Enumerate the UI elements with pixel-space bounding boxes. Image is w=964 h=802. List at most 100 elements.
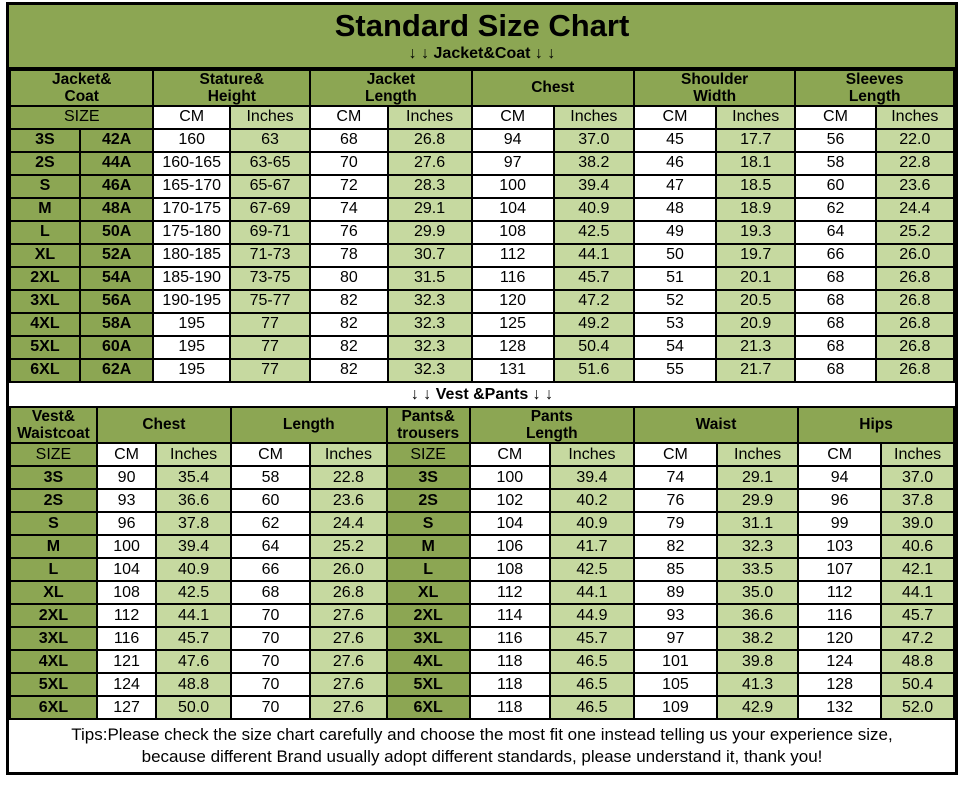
size-label: 3S <box>9 127 81 153</box>
table-row: M 100 39.4 64 25.2 M 106 41.7 82 32.3 103 40.6 <box>9 533 955 559</box>
measurement-value: 121 <box>95 648 158 674</box>
measurement-value: 20.9 <box>715 311 797 337</box>
column-group-header: Hips <box>797 405 955 444</box>
measurement-value: 63-65 <box>228 150 312 176</box>
measurement-value: 108 <box>95 579 158 605</box>
table-row: S 46A 165-170 65-67 72 28.3 100 39.4 47 18.5 60 23.… <box>9 173 956 199</box>
measurement-value: 19.7 <box>715 242 797 268</box>
measurement-value: 38.2 <box>715 625 800 651</box>
measurement-value: 55 <box>632 357 718 383</box>
measurement-value: 62 <box>794 196 877 222</box>
measurement-value: 26.0 <box>874 242 956 268</box>
measurement-value: 27.6 <box>309 694 388 720</box>
measurement-value: 32.3 <box>386 357 473 383</box>
measurement-value: 49 <box>632 219 718 245</box>
measurement-value: 77 <box>228 311 312 337</box>
page-title: Standard Size Chart <box>334 8 630 43</box>
measurement-value: 64 <box>794 219 877 245</box>
measurement-value: 48 <box>632 196 718 222</box>
measurement-value: 127 <box>95 694 158 720</box>
size-label: 3XL <box>9 625 98 651</box>
measurement-value: 68 <box>794 334 877 360</box>
tips-note: Tips:Please check the size chart careful… <box>9 719 955 773</box>
table-row: 6XL 127 50.0 70 27.6 6XL 118 46.5 109 42.9 132 52.0 <box>9 694 955 720</box>
measurement-value: 170-175 <box>152 196 231 222</box>
cm-header: CM <box>797 441 883 467</box>
cm-header: CM <box>309 104 389 130</box>
measurement-value: 48.8 <box>880 648 955 674</box>
size-label: 3XL <box>9 288 81 314</box>
measurement-value: 62 <box>229 510 312 536</box>
measurement-value: 47.2 <box>552 288 635 314</box>
measurement-value: 18.9 <box>715 196 797 222</box>
measurement-value: 37.8 <box>155 510 232 536</box>
measurement-value: 47.2 <box>880 625 955 651</box>
measurement-value: 93 <box>95 487 158 513</box>
measurement-value: 70 <box>309 150 389 176</box>
size-label: 4XL <box>9 311 81 337</box>
measurement-value: 102 <box>468 487 551 513</box>
pants-size-label: 4XL <box>385 648 471 674</box>
size-label: 2S <box>9 487 98 513</box>
size-code: 52A <box>78 242 155 268</box>
column-group-header: Sleeves Length <box>794 68 955 107</box>
column-group-header: Pants& trousers <box>385 405 471 444</box>
table-row: 5XL 124 48.8 70 27.6 5XL 118 46.5 105 41.3 128 50.4 <box>9 671 955 697</box>
size-code: 48A <box>78 196 155 222</box>
measurement-value: 40.2 <box>548 487 635 513</box>
measurement-value: 20.5 <box>715 288 797 314</box>
measurement-value: 50.4 <box>552 334 635 360</box>
table-row: XL 52A 180-185 71-73 78 30.7 112 44.1 50 19.7 66 26… <box>9 242 956 268</box>
measurement-value: 96 <box>95 510 158 536</box>
measurement-value: 44.9 <box>548 602 635 628</box>
size-code: 42A <box>78 127 155 153</box>
measurement-value: 195 <box>152 311 231 337</box>
units-header-row: SIZE CM Inches CM Inches SIZE CM Inches CM Inches… <box>9 441 955 467</box>
inches-header: Inches <box>386 104 473 130</box>
measurement-value: 82 <box>632 533 718 559</box>
measurement-value: 69-71 <box>228 219 312 245</box>
measurement-value: 97 <box>470 150 555 176</box>
measurement-value: 90 <box>95 464 158 490</box>
measurement-value: 45.7 <box>552 265 635 291</box>
measurement-value: 114 <box>468 602 551 628</box>
inches-header: Inches <box>715 441 800 467</box>
measurement-value: 33.5 <box>715 556 800 582</box>
measurement-value: 78 <box>309 242 389 268</box>
measurement-value: 68 <box>794 357 877 383</box>
measurement-value: 22.8 <box>309 464 388 490</box>
size-label: M <box>9 533 98 559</box>
table-row: 2XL 112 44.1 70 27.6 2XL 114 44.9 93 36.6 116 45.7 <box>9 602 955 628</box>
measurement-value: 76 <box>309 219 389 245</box>
measurement-value: 31.1 <box>715 510 800 536</box>
measurement-value: 32.3 <box>715 533 800 559</box>
measurement-value: 29.1 <box>715 464 800 490</box>
measurement-value: 96 <box>797 487 883 513</box>
measurement-value: 26.8 <box>386 127 473 153</box>
measurement-value: 72 <box>309 173 389 199</box>
measurement-value: 100 <box>95 533 158 559</box>
measurement-value: 32.3 <box>386 311 473 337</box>
measurement-value: 128 <box>470 334 555 360</box>
size-label: 3S <box>9 464 98 490</box>
vest-pants-table-body: Vest& Waistcoat Chest Length Pants& trouser… <box>9 405 955 720</box>
measurement-value: 64 <box>229 533 312 559</box>
column-group-header: Vest& Waistcoat <box>9 405 98 444</box>
measurement-value: 27.6 <box>309 602 388 628</box>
measurement-value: 44.1 <box>155 602 232 628</box>
measurement-value: 106 <box>468 533 551 559</box>
measurement-value: 70 <box>229 648 312 674</box>
size-header: SIZE <box>385 441 471 467</box>
measurement-value: 109 <box>632 694 718 720</box>
size-label: 5XL <box>9 334 81 360</box>
units-header-row: SIZE CM Inches CM Inches CM Inches CM Inches CM In… <box>8 104 956 130</box>
measurement-value: 65-67 <box>228 173 312 199</box>
measurement-value: 37.0 <box>880 464 955 490</box>
measurement-value: 40.6 <box>880 533 955 559</box>
cm-header: CM <box>632 441 718 467</box>
table-row: 2S 44A 160-165 63-65 70 27.6 97 38.2 46 18.1 58 22.… <box>9 150 956 176</box>
measurement-value: 108 <box>468 556 551 582</box>
measurement-value: 104 <box>470 196 555 222</box>
measurement-value: 26.8 <box>874 357 956 383</box>
jacket-coat-table-body: Jacket& Coat Stature& Height Jacket Length… <box>8 68 956 383</box>
